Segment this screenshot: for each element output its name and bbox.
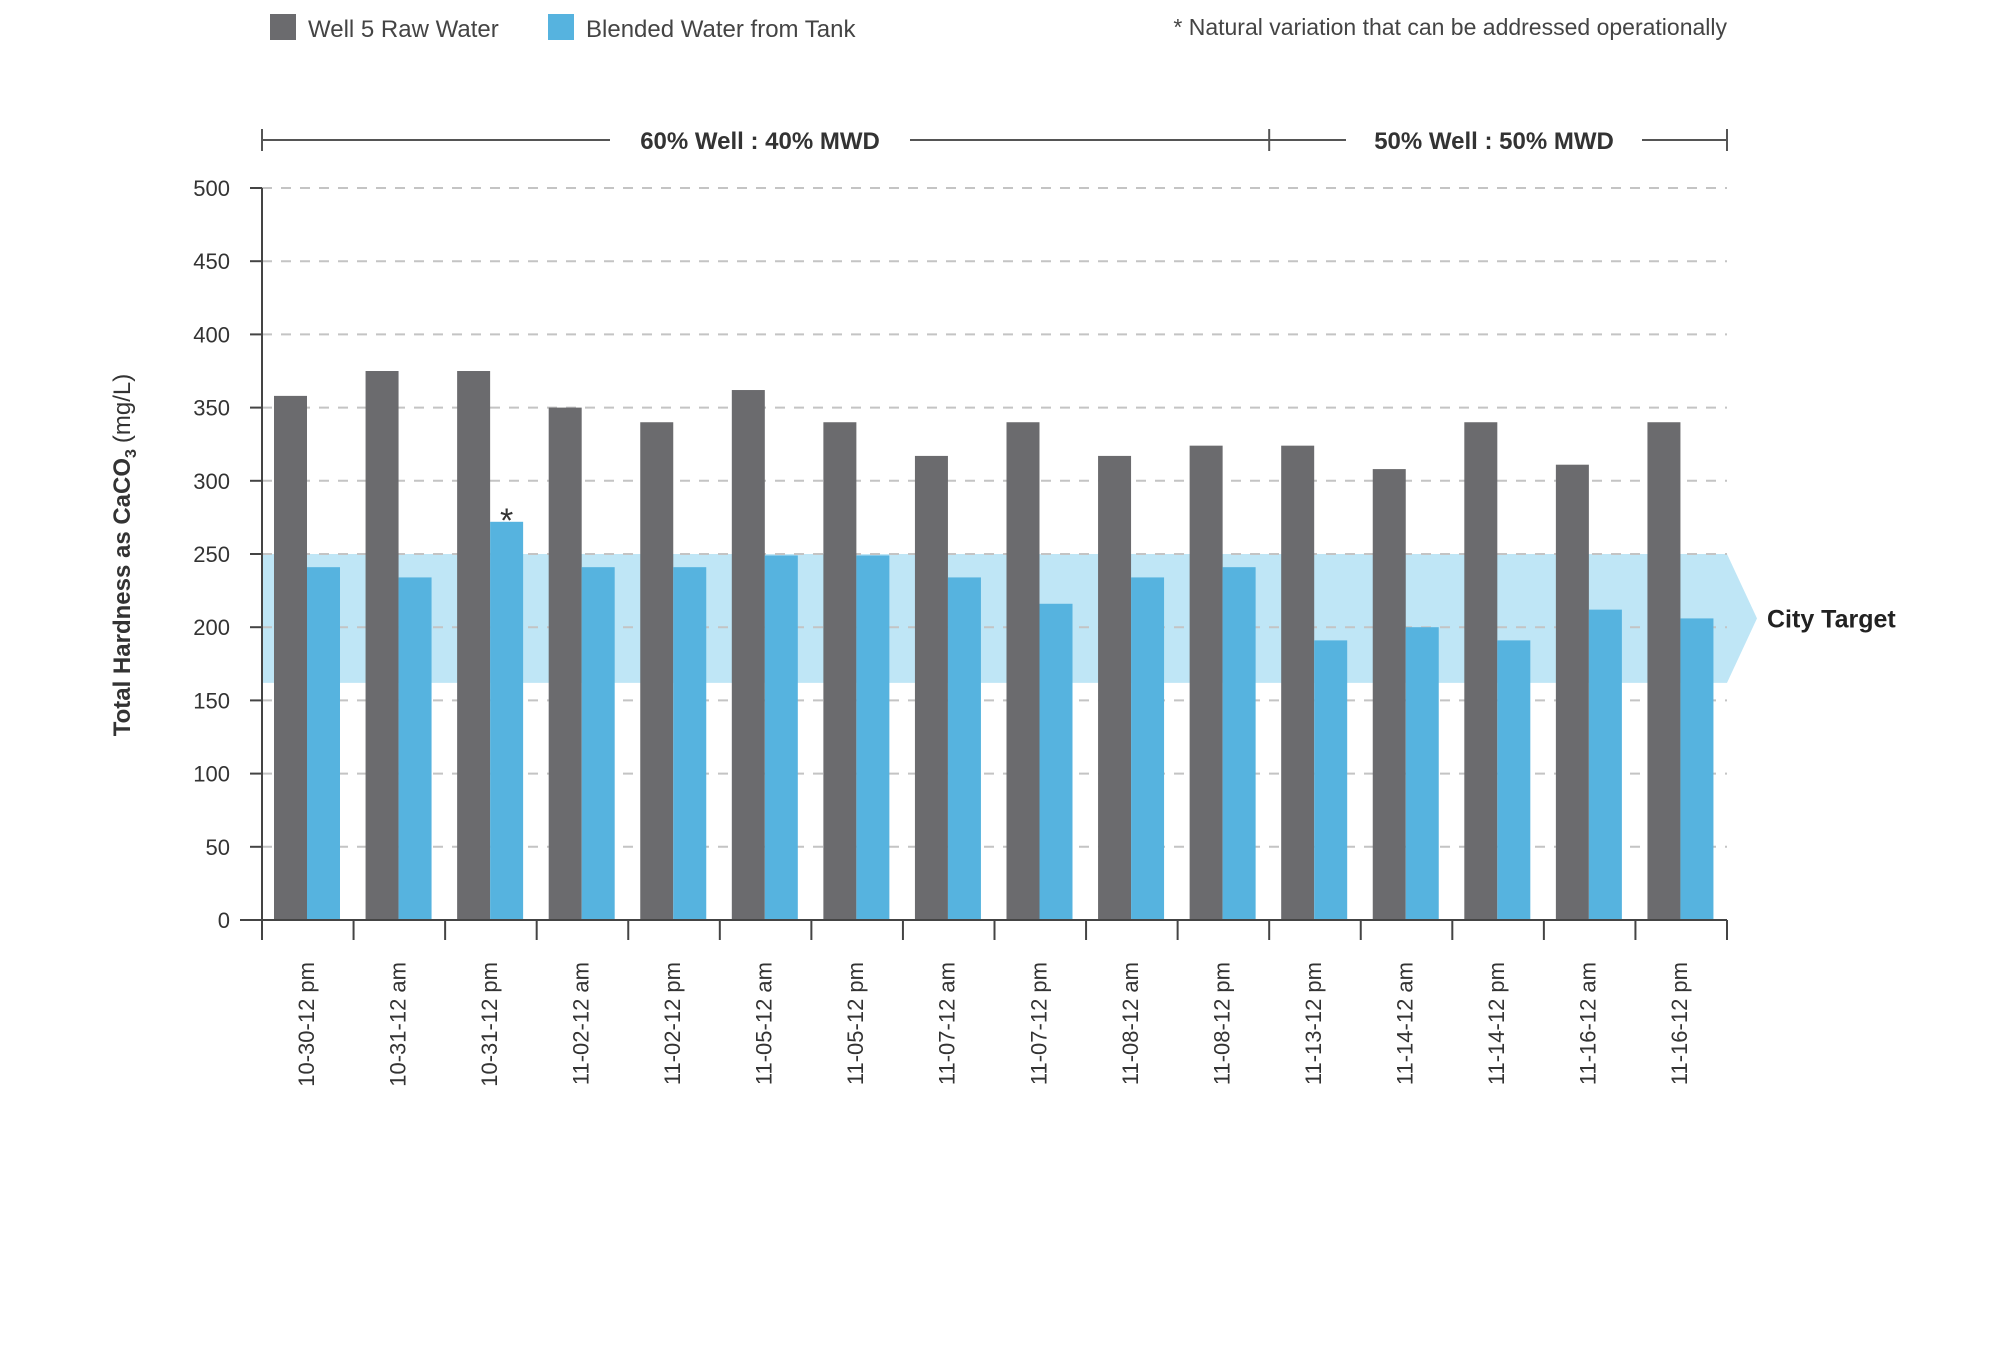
bar-well-raw-water xyxy=(1464,422,1498,920)
x-category-label: 11-14-12 am xyxy=(1393,962,1418,1085)
x-category-label: 11-07-12 pm xyxy=(1026,962,1051,1085)
y-tick-label: 50 xyxy=(206,835,230,860)
y-tick-label: 400 xyxy=(193,322,230,347)
x-category-label: 10-30-12 pm xyxy=(294,962,319,1087)
legend-label-blended-water: Blended Water from Tank xyxy=(586,16,856,43)
bar-well-raw-water xyxy=(274,395,307,920)
period-label: 60% Well : 40% MWD xyxy=(640,128,880,155)
y-tick-label: 0 xyxy=(218,908,230,933)
bar-blended-water xyxy=(1222,567,1256,920)
bar-well-raw-water xyxy=(640,422,674,920)
bar-blended-water xyxy=(673,567,707,920)
city-target-label: City Target xyxy=(1767,605,1896,633)
y-tick-label: 350 xyxy=(193,396,230,421)
annotation-asterisk: * xyxy=(500,502,513,540)
x-category-label: 10-31-12 pm xyxy=(477,962,502,1087)
bar-well-raw-water xyxy=(1189,445,1223,920)
legend-swatch-well-raw-water xyxy=(270,14,296,40)
y-axis-label-subscript: 3 xyxy=(123,449,140,458)
blend-period-brackets: 60% Well : 40% MWD 50% Well : 50% MWD xyxy=(261,128,1728,155)
x-category-label: 11-07-12 am xyxy=(935,962,960,1085)
period-label: 50% Well : 50% MWD xyxy=(1374,128,1614,155)
legend-label-well-raw-water: Well 5 Raw Water xyxy=(308,16,499,43)
bar-well-raw-water xyxy=(1372,469,1406,920)
bar-blended-water xyxy=(1497,640,1531,920)
y-axis-ticks: 0 50 100 150 200 250 300 350 400 450 500 xyxy=(193,176,262,933)
bar-blended-water xyxy=(490,521,524,920)
bar-blended-water xyxy=(581,567,615,920)
y-tick-label: 250 xyxy=(193,542,230,567)
x-category-label: 11-05-12 am xyxy=(752,962,777,1085)
bar-blended-water xyxy=(1039,603,1073,920)
legend-swatch-blended-water xyxy=(548,14,574,40)
bar-blended-water xyxy=(307,567,340,920)
y-tick-label: 200 xyxy=(193,615,230,640)
bar-blended-water xyxy=(1314,640,1348,920)
bar-blended-water xyxy=(1588,609,1622,920)
y-tick-label: 150 xyxy=(193,688,230,713)
bar-well-raw-water xyxy=(731,390,765,921)
bars xyxy=(274,371,1714,921)
bar-well-raw-water xyxy=(548,407,582,921)
bar-blended-water xyxy=(398,577,432,920)
y-tick-label: 500 xyxy=(193,176,230,201)
x-category-label: 11-08-12 am xyxy=(1118,962,1143,1085)
bar-well-raw-water xyxy=(1555,464,1589,920)
y-tick-label: 100 xyxy=(193,762,230,787)
bar-blended-water xyxy=(856,555,890,920)
x-axis-ticks xyxy=(261,920,1728,940)
bar-blended-water xyxy=(1405,627,1439,920)
bar-well-raw-water xyxy=(914,455,948,920)
bar-blended-water xyxy=(1680,618,1714,920)
x-category-label: 11-08-12 pm xyxy=(1209,962,1234,1085)
x-category-label: 11-14-12 pm xyxy=(1484,962,1509,1085)
bar-blended-water xyxy=(947,577,981,920)
bar-blended-water xyxy=(1131,577,1165,920)
bar-blended-water xyxy=(764,555,798,920)
legend: Well 5 Raw Water Blended Water from Tank xyxy=(270,14,856,43)
x-category-label: 11-05-12 pm xyxy=(843,962,868,1085)
bar-well-raw-water xyxy=(457,371,491,920)
annotations: * xyxy=(500,502,513,540)
y-axis-label-unit: (mg/L) xyxy=(109,374,136,443)
y-tick-label: 450 xyxy=(193,249,230,274)
x-category-label: 11-16-12 am xyxy=(1576,962,1601,1085)
bar-well-raw-water xyxy=(1098,455,1132,920)
x-category-label: 11-02-12 pm xyxy=(660,962,685,1085)
x-category-label: 11-13-12 pm xyxy=(1301,962,1326,1085)
bar-well-raw-water xyxy=(823,422,857,920)
footnote: * Natural variation that can be addresse… xyxy=(1173,14,1727,40)
bar-well-raw-water xyxy=(1281,445,1315,920)
x-category-label: 11-02-12 am xyxy=(568,962,593,1085)
y-axis-label: Total Hardness as CaCO3(mg/L) xyxy=(109,374,140,737)
bar-well-raw-water xyxy=(1006,422,1040,920)
bar-well-raw-water xyxy=(365,371,399,920)
x-axis-labels: 10-30-12 pm 10-31-12 am 10-31-12 pm 11-02-1… xyxy=(294,962,1692,1087)
x-category-label: 11-16-12 pm xyxy=(1667,962,1692,1085)
bar-well-raw-water xyxy=(1647,422,1681,920)
x-category-label: 10-31-12 am xyxy=(385,962,410,1087)
y-tick-label: 300 xyxy=(193,469,230,494)
